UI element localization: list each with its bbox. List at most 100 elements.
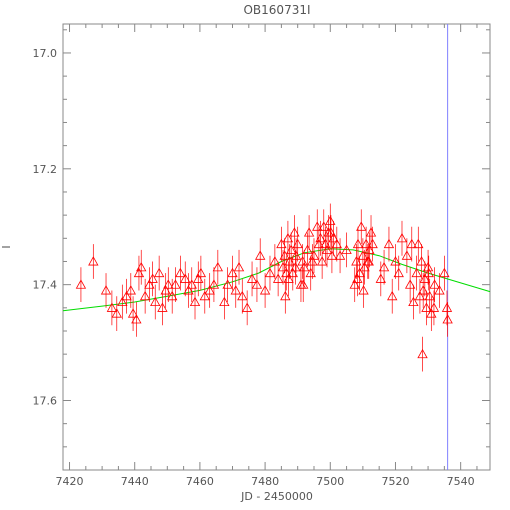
data-point-triangle (315, 232, 326, 243)
data-point-triangle (408, 296, 419, 307)
data-point-triangle (375, 273, 386, 283)
data-point-triangle (195, 267, 207, 278)
data-point-triangle (411, 267, 422, 278)
data-point-triangle (357, 250, 369, 260)
data-point-triangle (331, 238, 342, 249)
data-point-triangle (233, 261, 245, 272)
data-point-triangle (144, 279, 155, 289)
y-tick-label: 17.4 (33, 279, 58, 292)
x-tick-label: 7500 (316, 475, 344, 488)
data-points (75, 203, 453, 372)
data-point-triangle (106, 302, 118, 312)
data-point-triangle (359, 261, 370, 272)
data-point-triangle (153, 267, 165, 278)
data-point-triangle (111, 308, 122, 318)
data-point-triangle (193, 273, 204, 283)
data-point-triangle (325, 227, 337, 237)
data-point-triangle (147, 273, 158, 283)
data-point-triangle (237, 290, 248, 301)
data-point-triangle (287, 267, 298, 278)
data-point-triangle (183, 285, 194, 295)
data-point-triangle (424, 290, 435, 301)
data-point-triangle (328, 232, 339, 243)
x-tick-label: 7420 (56, 475, 84, 488)
data-point-triangle (170, 279, 181, 289)
data-point-triangle (277, 261, 289, 272)
data-point-triangle (351, 256, 362, 266)
x-tick-label: 7540 (447, 475, 475, 488)
data-point-triangle (100, 285, 112, 295)
data-point-triangle (136, 261, 147, 272)
x-tick-label: 7440 (121, 475, 149, 488)
data-point-triangle (269, 256, 281, 266)
data-point-triangle (186, 279, 197, 289)
data-point-triangle (387, 290, 398, 301)
data-point-triangle (284, 256, 295, 266)
data-point-triangle (349, 279, 360, 289)
data-point-triangle (246, 273, 258, 283)
data-point-triangle (417, 285, 429, 295)
plot-frame (62, 23, 491, 471)
data-point-triangle (307, 256, 318, 266)
data-point-triangle (413, 238, 424, 249)
data-point-triangle (180, 273, 191, 283)
data-point-triangle (358, 285, 369, 295)
x-tick-label: 7520 (381, 475, 409, 488)
data-point-triangle (75, 279, 87, 289)
data-point-triangle (208, 279, 220, 289)
data-point-triangle (199, 290, 210, 301)
data-point-triangle (167, 290, 178, 301)
data-point-triangle (264, 267, 276, 278)
data-point-triangle (383, 238, 395, 249)
data-point-triangle (289, 227, 300, 237)
data-point-triangle (302, 244, 313, 254)
data-point-triangle (255, 250, 266, 260)
data-point-triangle (88, 256, 99, 266)
data-point-triangle (352, 273, 363, 283)
chart-title: OB160731I (243, 3, 310, 17)
data-point-triangle (241, 302, 253, 312)
data-point-triangle (429, 279, 440, 289)
data-point-triangle (367, 238, 378, 249)
data-point-triangle (290, 250, 302, 260)
data-point-triangle (318, 221, 329, 231)
data-point-triangle (312, 221, 323, 231)
data-point-triangle (282, 232, 294, 243)
data-point-triangle (127, 308, 139, 318)
data-point-triangle (204, 285, 215, 295)
data-point-triangle (441, 302, 453, 312)
data-point-triangle (279, 250, 290, 260)
y-tick-label: 17.6 (33, 394, 58, 407)
data-point-triangle (150, 296, 161, 307)
data-point-triangle (356, 221, 367, 231)
data-point-triangle (416, 256, 427, 266)
data-point-triangle (189, 296, 201, 307)
data-point-triangle (272, 273, 284, 283)
data-point-triangle (290, 261, 301, 272)
data-point-triangle (434, 285, 445, 295)
y-tick-label: 17.2 (33, 163, 58, 176)
data-point-triangle (352, 238, 364, 249)
data-point-triangle (396, 232, 408, 243)
data-point-triangle (404, 279, 416, 289)
data-point-triangle (421, 302, 432, 312)
data-point-triangle (325, 215, 336, 225)
data-point-triangle (316, 256, 328, 266)
data-point-triangle (292, 238, 303, 249)
x-axis-label: JD - 2450000 (240, 490, 313, 503)
data-point-triangle (283, 273, 294, 283)
x-axis: 7420 7440 7460 7480 7500 7520 7540 (56, 24, 478, 488)
data-point-triangle (117, 296, 128, 307)
data-point-triangle (365, 227, 377, 237)
data-point-triangle (305, 267, 316, 278)
data-point-triangle (393, 267, 404, 278)
y-axis: 17.0 17.2 17.4 17.6 (33, 29, 490, 471)
data-point-triangle (334, 250, 346, 260)
data-point-triangle (401, 250, 413, 260)
y-axis-label: I (0, 245, 13, 248)
data-point-triangle (157, 302, 168, 312)
data-point-triangle (163, 279, 174, 289)
data-point-triangle (227, 267, 238, 278)
data-point-triangle (131, 314, 142, 324)
